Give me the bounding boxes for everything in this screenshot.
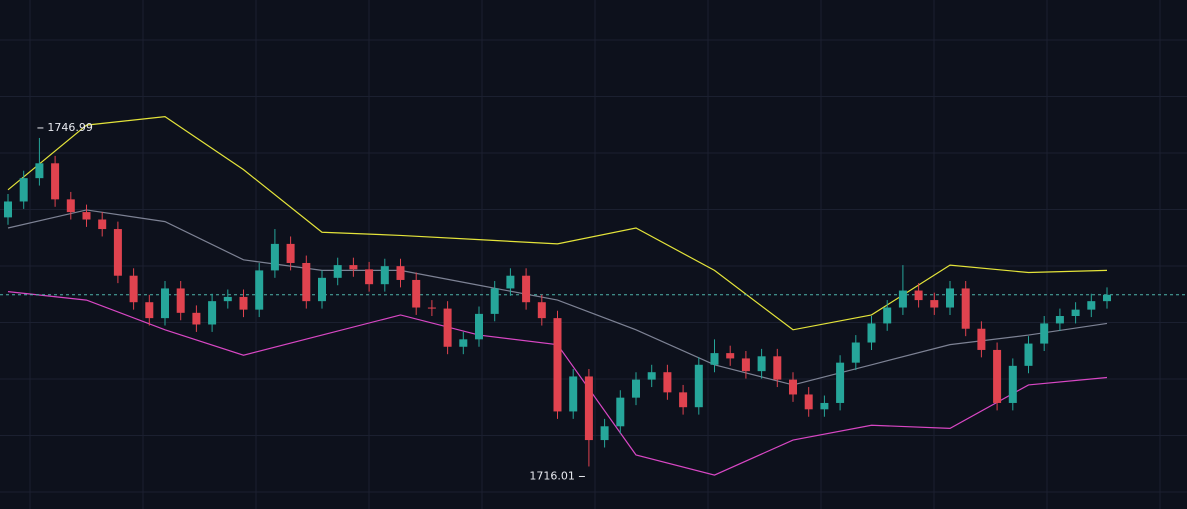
candle-body bbox=[443, 308, 452, 347]
candle-body bbox=[318, 277, 326, 302]
candle-body bbox=[741, 358, 750, 372]
candle-body bbox=[569, 376, 578, 412]
candle-body bbox=[176, 288, 185, 313]
candle-body bbox=[145, 302, 154, 319]
candle-body bbox=[553, 318, 562, 412]
candle-body bbox=[914, 290, 923, 301]
candle-body bbox=[1087, 301, 1096, 310]
candle-body bbox=[4, 201, 12, 218]
band-line bbox=[7, 116, 1108, 331]
candle-body bbox=[930, 300, 939, 308]
candle-body bbox=[773, 356, 782, 380]
candle-body bbox=[1040, 323, 1049, 344]
candle-body bbox=[993, 349, 1002, 403]
candle-body bbox=[1071, 309, 1080, 317]
candle-body bbox=[82, 212, 91, 220]
candle-body bbox=[302, 262, 311, 302]
candle-body bbox=[961, 288, 970, 329]
candle-body bbox=[412, 279, 421, 308]
candle-body bbox=[113, 229, 122, 276]
candle-body bbox=[694, 364, 703, 408]
candle-body bbox=[757, 356, 766, 372]
candle-body bbox=[679, 392, 688, 408]
candle-body bbox=[600, 426, 609, 441]
candle-body bbox=[459, 339, 468, 347]
candle-body bbox=[726, 353, 735, 359]
candle-body bbox=[333, 265, 342, 278]
candle-body bbox=[161, 288, 169, 319]
candle-body bbox=[208, 301, 217, 325]
candle-body bbox=[349, 265, 358, 270]
candle-body bbox=[365, 269, 374, 285]
candle-body bbox=[898, 290, 907, 308]
candle-body bbox=[427, 307, 436, 309]
candle-body bbox=[98, 219, 107, 230]
band-line bbox=[7, 209, 1108, 386]
candle-body bbox=[51, 163, 60, 200]
candle-body bbox=[1055, 316, 1064, 324]
candle-body bbox=[475, 313, 483, 340]
candle-body bbox=[647, 372, 656, 380]
candle-body bbox=[537, 302, 546, 319]
candle-body bbox=[632, 379, 640, 398]
candle-body bbox=[286, 243, 295, 263]
candle-body bbox=[789, 379, 797, 395]
candle-body bbox=[380, 266, 389, 285]
candle-body bbox=[616, 397, 625, 427]
candle-body bbox=[506, 275, 515, 289]
candle-body bbox=[663, 372, 672, 393]
candle-body bbox=[270, 243, 279, 271]
candle-body bbox=[867, 323, 876, 343]
candle-body bbox=[255, 270, 264, 310]
candle-body bbox=[851, 342, 860, 363]
candle-body bbox=[1103, 294, 1111, 302]
candle-body bbox=[490, 288, 499, 314]
candle-body bbox=[35, 163, 44, 179]
candles bbox=[0, 137, 1187, 467]
candle-body bbox=[239, 296, 248, 310]
candle-body bbox=[710, 353, 719, 365]
candle-body bbox=[946, 288, 954, 308]
candle-body bbox=[66, 199, 75, 213]
candle-body bbox=[1024, 343, 1033, 366]
candle-body bbox=[977, 328, 986, 350]
candle-body bbox=[836, 362, 845, 403]
candle-body bbox=[19, 178, 28, 202]
candle-body bbox=[1008, 365, 1017, 403]
candle-body bbox=[883, 307, 892, 324]
candle-body bbox=[192, 312, 201, 325]
candle-body bbox=[396, 266, 405, 280]
candle-body bbox=[223, 296, 232, 302]
low-label: 1716.01 bbox=[529, 469, 575, 482]
candle-body bbox=[804, 394, 813, 410]
candle-body bbox=[584, 376, 593, 441]
annotations: 1746.99 1716.01 bbox=[37, 121, 585, 482]
high-label: 1746.99 bbox=[47, 121, 93, 134]
candle-body bbox=[129, 275, 138, 303]
candle-body bbox=[522, 275, 531, 303]
candle-body bbox=[820, 402, 829, 410]
